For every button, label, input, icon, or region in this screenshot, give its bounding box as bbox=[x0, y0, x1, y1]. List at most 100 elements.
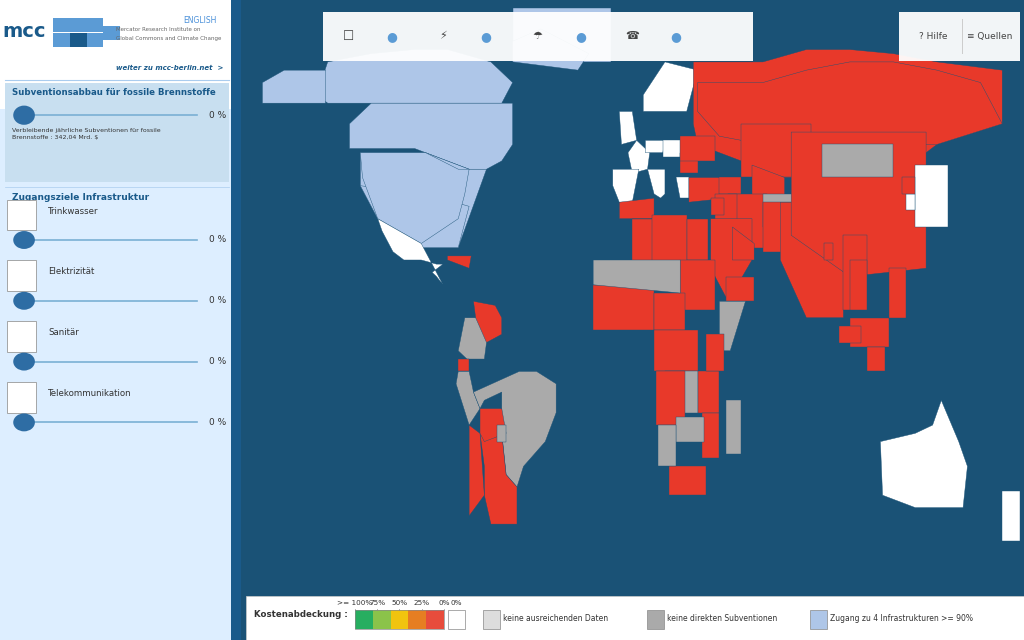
Polygon shape bbox=[656, 371, 684, 425]
Bar bbox=[0, 0, 241, 109]
Polygon shape bbox=[447, 256, 471, 268]
Text: ☐: ☐ bbox=[17, 210, 26, 220]
Polygon shape bbox=[593, 260, 680, 293]
Text: ☂: ☂ bbox=[17, 332, 26, 342]
Bar bbox=[87, 33, 103, 47]
Polygon shape bbox=[480, 433, 517, 524]
Text: >= 100%: >= 100% bbox=[337, 600, 373, 606]
Text: 0%: 0% bbox=[438, 600, 450, 606]
Polygon shape bbox=[823, 243, 833, 260]
Polygon shape bbox=[647, 169, 665, 198]
Text: keine direkten Subventionen: keine direkten Subventionen bbox=[667, 614, 777, 623]
Bar bbox=[426, 609, 444, 629]
Polygon shape bbox=[906, 194, 915, 211]
Polygon shape bbox=[763, 194, 794, 227]
Polygon shape bbox=[645, 140, 665, 153]
Polygon shape bbox=[689, 177, 728, 202]
Polygon shape bbox=[628, 140, 649, 173]
Bar bbox=[354, 609, 373, 629]
Bar bbox=[483, 609, 501, 629]
Polygon shape bbox=[620, 198, 654, 219]
Polygon shape bbox=[821, 145, 893, 177]
Polygon shape bbox=[652, 214, 687, 268]
Text: ●: ● bbox=[670, 29, 681, 43]
Polygon shape bbox=[902, 177, 915, 194]
Bar bbox=[70, 18, 87, 32]
Ellipse shape bbox=[13, 106, 35, 125]
Polygon shape bbox=[680, 260, 715, 310]
Polygon shape bbox=[378, 219, 443, 285]
Polygon shape bbox=[697, 62, 1002, 145]
Polygon shape bbox=[593, 285, 654, 330]
Polygon shape bbox=[715, 194, 736, 227]
Polygon shape bbox=[726, 400, 741, 454]
Text: 0 %: 0 % bbox=[209, 296, 226, 305]
Text: Zugangsziele Infrastruktur: Zugangsziele Infrastruktur bbox=[12, 193, 150, 202]
Text: Zugang zu 4 Infrastrukturen >= 90%: Zugang zu 4 Infrastrukturen >= 90% bbox=[830, 614, 973, 623]
Polygon shape bbox=[741, 124, 811, 177]
Bar bbox=[449, 609, 465, 629]
Ellipse shape bbox=[13, 292, 35, 310]
Bar bbox=[646, 609, 664, 629]
Polygon shape bbox=[360, 153, 469, 243]
Polygon shape bbox=[654, 293, 684, 330]
Text: 50%: 50% bbox=[391, 600, 408, 606]
Polygon shape bbox=[844, 236, 867, 310]
Text: mcc: mcc bbox=[2, 22, 46, 42]
Text: Subventionsabbau für fossile Brennstoffe: Subventionsabbau für fossile Brennstoffe bbox=[12, 88, 216, 97]
Polygon shape bbox=[702, 413, 719, 458]
Text: 75%: 75% bbox=[369, 600, 385, 606]
Bar bbox=[373, 609, 390, 629]
Text: ⚡: ⚡ bbox=[439, 31, 446, 41]
Polygon shape bbox=[676, 177, 689, 198]
Polygon shape bbox=[726, 276, 754, 301]
Polygon shape bbox=[839, 326, 861, 342]
Polygon shape bbox=[915, 165, 948, 227]
Polygon shape bbox=[792, 132, 926, 276]
Bar bbox=[87, 18, 103, 32]
Polygon shape bbox=[458, 359, 469, 371]
Polygon shape bbox=[469, 425, 484, 516]
Polygon shape bbox=[663, 140, 684, 157]
Text: Trinkwasser: Trinkwasser bbox=[48, 207, 98, 216]
Polygon shape bbox=[349, 103, 513, 169]
Polygon shape bbox=[889, 268, 906, 318]
Polygon shape bbox=[458, 318, 486, 359]
Polygon shape bbox=[612, 169, 639, 202]
Polygon shape bbox=[752, 165, 784, 198]
Bar bbox=[409, 609, 426, 629]
Polygon shape bbox=[693, 49, 1002, 177]
Polygon shape bbox=[360, 186, 469, 248]
Text: Telekommunikation: Telekommunikation bbox=[48, 389, 132, 398]
FancyBboxPatch shape bbox=[895, 10, 1024, 62]
Polygon shape bbox=[728, 194, 767, 248]
Bar bbox=[7, 200, 36, 230]
Text: weiter zu mcc-berlin.net  >: weiter zu mcc-berlin.net > bbox=[116, 65, 223, 71]
Polygon shape bbox=[262, 70, 326, 103]
Polygon shape bbox=[711, 219, 752, 301]
Text: Sanitär: Sanitär bbox=[48, 328, 79, 337]
Text: ●: ● bbox=[480, 29, 492, 43]
Bar bbox=[810, 609, 827, 629]
Text: ☐: ☐ bbox=[343, 29, 354, 43]
Bar bbox=[53, 33, 70, 47]
Polygon shape bbox=[707, 334, 724, 371]
Text: ? Hilfe: ? Hilfe bbox=[919, 31, 947, 41]
Bar bbox=[231, 0, 241, 640]
Text: ⚡: ⚡ bbox=[18, 271, 26, 281]
Polygon shape bbox=[360, 153, 486, 248]
Text: ☎: ☎ bbox=[15, 392, 28, 403]
Bar bbox=[53, 18, 70, 32]
Polygon shape bbox=[658, 425, 676, 467]
Text: Mercator Research Institute on: Mercator Research Institute on bbox=[116, 27, 200, 32]
Polygon shape bbox=[732, 227, 754, 260]
Polygon shape bbox=[513, 29, 589, 70]
FancyBboxPatch shape bbox=[309, 10, 766, 62]
Bar bbox=[70, 33, 87, 47]
Polygon shape bbox=[680, 136, 715, 161]
Polygon shape bbox=[670, 467, 707, 495]
Polygon shape bbox=[498, 425, 506, 442]
Bar bbox=[103, 26, 121, 40]
Polygon shape bbox=[697, 371, 719, 413]
Text: 0 %: 0 % bbox=[209, 418, 226, 427]
